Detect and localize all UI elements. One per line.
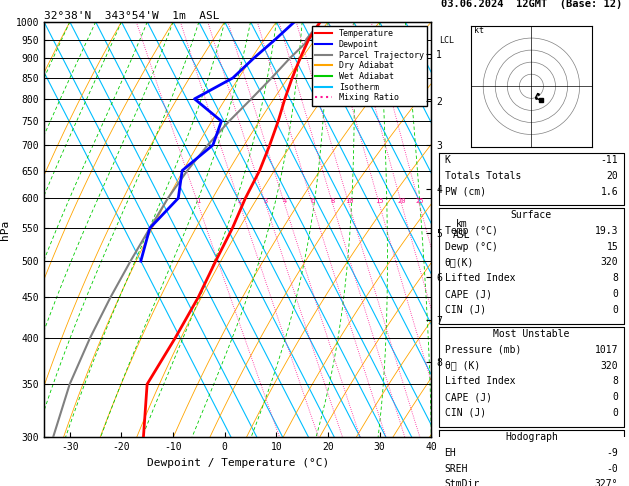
- Text: 8: 8: [331, 198, 335, 204]
- Text: Lifted Index: Lifted Index: [445, 273, 515, 283]
- Text: θᴄ(K): θᴄ(K): [445, 258, 474, 267]
- Text: θᴄ (K): θᴄ (K): [445, 361, 480, 370]
- Text: Totals Totals: Totals Totals: [445, 171, 521, 181]
- Text: 19.3: 19.3: [595, 226, 618, 236]
- Text: Pressure (mb): Pressure (mb): [445, 345, 521, 355]
- Text: 6: 6: [310, 198, 314, 204]
- Text: StmDir: StmDir: [445, 479, 480, 486]
- Text: 8: 8: [613, 273, 618, 283]
- Text: K: K: [445, 155, 450, 165]
- Legend: Temperature, Dewpoint, Parcel Trajectory, Dry Adiabat, Wet Adiabat, Isotherm, Mi: Temperature, Dewpoint, Parcel Trajectory…: [312, 26, 427, 105]
- Text: 2: 2: [238, 198, 242, 204]
- Text: 1: 1: [196, 198, 200, 204]
- Text: PW (cm): PW (cm): [445, 187, 486, 197]
- Text: 320: 320: [601, 258, 618, 267]
- X-axis label: Dewpoint / Temperature (°C): Dewpoint / Temperature (°C): [147, 458, 329, 468]
- Text: 15: 15: [375, 198, 384, 204]
- Text: LCL: LCL: [439, 36, 454, 45]
- Text: 0: 0: [613, 289, 618, 299]
- Text: Lifted Index: Lifted Index: [445, 376, 515, 386]
- Text: EH: EH: [445, 448, 456, 458]
- Text: 0: 0: [613, 392, 618, 402]
- Text: 327°: 327°: [595, 479, 618, 486]
- Text: Surface: Surface: [511, 210, 552, 220]
- Text: -9: -9: [606, 448, 618, 458]
- Text: CIN (J): CIN (J): [445, 305, 486, 315]
- Text: Most Unstable: Most Unstable: [493, 329, 570, 339]
- Text: SREH: SREH: [445, 464, 468, 473]
- Text: 25: 25: [415, 198, 423, 204]
- Text: Temp (°C): Temp (°C): [445, 226, 498, 236]
- Text: 0: 0: [613, 408, 618, 418]
- Text: 4: 4: [282, 198, 287, 204]
- Text: 32°38'N  343°54'W  1m  ASL: 32°38'N 343°54'W 1m ASL: [44, 11, 220, 21]
- Text: Dewp (°C): Dewp (°C): [445, 242, 498, 252]
- Text: 20: 20: [606, 171, 618, 181]
- Text: 03.06.2024  12GMT  (Base: 12): 03.06.2024 12GMT (Base: 12): [441, 0, 622, 9]
- Text: 10: 10: [345, 198, 353, 204]
- Text: 0: 0: [613, 305, 618, 315]
- Text: 20: 20: [398, 198, 406, 204]
- Y-axis label: hPa: hPa: [0, 220, 10, 240]
- Y-axis label: km
ASL: km ASL: [453, 219, 470, 241]
- Text: 8: 8: [613, 376, 618, 386]
- Text: 1.6: 1.6: [601, 187, 618, 197]
- Text: -11: -11: [601, 155, 618, 165]
- Text: CAPE (J): CAPE (J): [445, 289, 491, 299]
- Text: -0: -0: [606, 464, 618, 473]
- Text: 3: 3: [264, 198, 268, 204]
- Text: CAPE (J): CAPE (J): [445, 392, 491, 402]
- Text: CIN (J): CIN (J): [445, 408, 486, 418]
- Text: Hodograph: Hodograph: [505, 432, 558, 442]
- Text: 15: 15: [606, 242, 618, 252]
- Text: 1017: 1017: [595, 345, 618, 355]
- Text: 320: 320: [601, 361, 618, 370]
